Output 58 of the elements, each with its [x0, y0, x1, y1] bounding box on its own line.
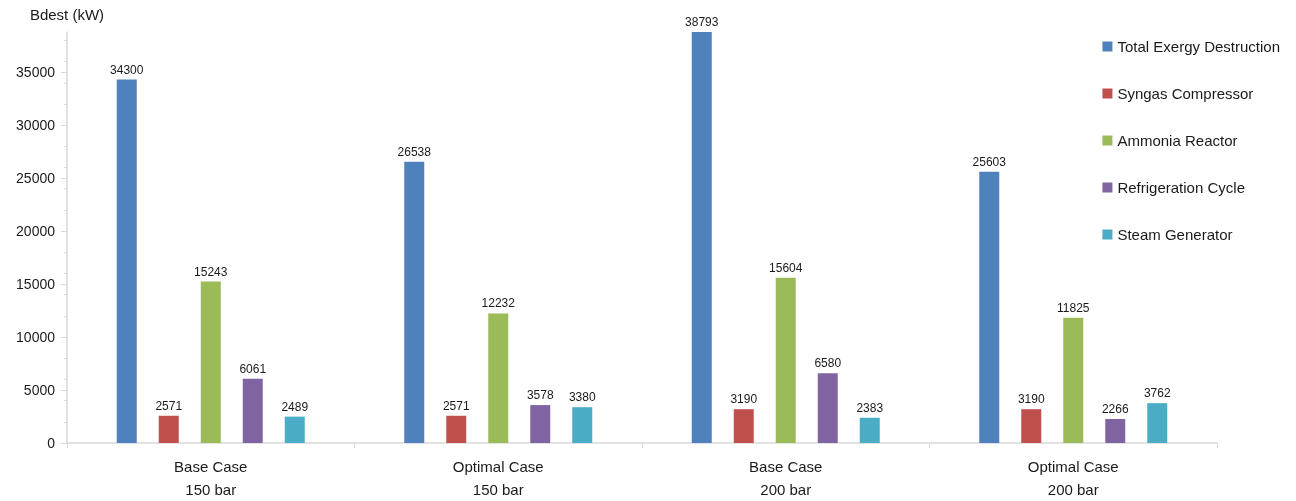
- data-label: 11825: [1057, 300, 1090, 315]
- bar: [200, 281, 221, 443]
- y-tick-label: 30000: [16, 117, 56, 134]
- data-label: 3190: [730, 392, 758, 407]
- bar: [116, 79, 137, 443]
- bar: [733, 409, 754, 443]
- bar: [1063, 317, 1084, 443]
- y-tick-label: 20000: [16, 223, 56, 240]
- y-tick-label: 5000: [23, 382, 56, 399]
- data-label: 2266: [1101, 401, 1129, 416]
- y-axis-title: Bdest (kW): [29, 6, 105, 23]
- x-tick-label: Optimal Case 200 bar: [1027, 458, 1119, 498]
- data-label: 2571: [442, 398, 470, 413]
- bar: [1021, 409, 1042, 443]
- bar: [404, 161, 425, 443]
- y-tick-label: 25000: [16, 170, 56, 187]
- bar: [775, 277, 796, 443]
- bar: [530, 405, 551, 443]
- bar: [158, 415, 179, 443]
- y-tick-label: 15000: [16, 276, 56, 293]
- bar: [979, 171, 1000, 443]
- data-label: 3190: [1017, 392, 1045, 407]
- bar: [1147, 403, 1168, 443]
- data-label: 2383: [856, 400, 884, 415]
- data-label: 15604: [769, 260, 803, 275]
- data-label: 6580: [814, 356, 842, 371]
- data-label: 2489: [281, 399, 309, 414]
- bar: [242, 378, 263, 443]
- data-label: 12232: [481, 296, 516, 311]
- legend-label: Refrigeration Cycle: [1117, 179, 1245, 196]
- legend-label: Steam Generator: [1117, 226, 1233, 243]
- legend-label: Total Exergy Destruction: [1117, 38, 1281, 55]
- data-label: 3762: [1143, 386, 1171, 401]
- x-tick-label: Base Case 200 bar: [749, 458, 823, 498]
- data-label: 15243: [194, 264, 228, 279]
- bar: [446, 415, 467, 443]
- data-label: 6061: [239, 361, 267, 376]
- bar: [572, 407, 593, 443]
- y-tick-label: 10000: [16, 329, 56, 346]
- x-tick-label: Base Case 150 bar: [174, 458, 248, 498]
- bar: [284, 416, 305, 443]
- y-tick-label: 0: [47, 435, 56, 451]
- data-label: 2571: [155, 398, 183, 413]
- y-tick-label: 35000: [16, 64, 56, 81]
- data-label: 25603: [972, 154, 1007, 169]
- bar: [1105, 418, 1126, 443]
- data-label: 26538: [397, 144, 432, 159]
- bar: [859, 417, 880, 443]
- bar: [691, 32, 712, 443]
- legend-label: Syngas Compressor: [1117, 85, 1254, 102]
- data-label: 34300: [110, 62, 144, 77]
- data-label: 38793: [685, 15, 719, 29]
- bar: [488, 313, 509, 443]
- legend-label: Ammonia Reactor: [1117, 132, 1238, 149]
- x-tick-label: Optimal Case 150 bar: [452, 458, 544, 498]
- bar: [817, 373, 838, 443]
- data-label: 3380: [568, 390, 596, 405]
- data-label: 3578: [526, 388, 554, 403]
